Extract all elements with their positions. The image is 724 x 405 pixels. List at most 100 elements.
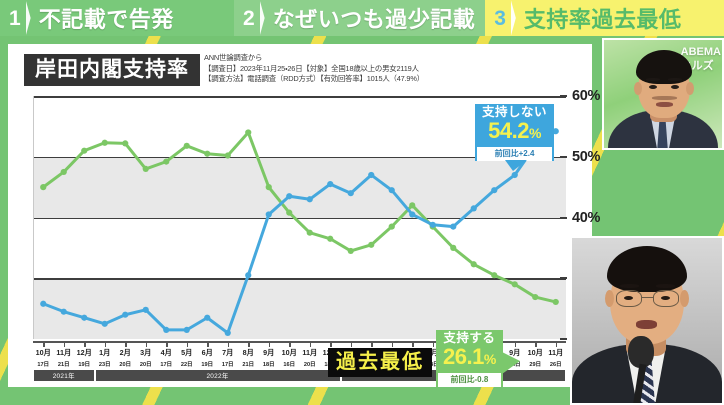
data-point [40, 184, 47, 191]
x-axis-label: 5月 22日 [180, 348, 193, 368]
video-inset-frame [570, 236, 724, 405]
chart-gridline [33, 278, 566, 280]
data-point [204, 150, 211, 157]
callout-support-box: 支持する 26.1% 前回比-0.8 [436, 330, 503, 387]
data-point [142, 306, 149, 313]
chart-panel: 岸田内閣支持率 ANN世論調査から 【調査日】2023年11月25・26日【対象… [8, 44, 600, 387]
status-badge-record-low: 過去最低 [328, 348, 432, 377]
data-point [265, 211, 272, 218]
year-band: 2021年 [34, 370, 94, 381]
y-axis-tick [560, 338, 567, 340]
data-point [306, 196, 313, 203]
topic-item-1[interactable]: 1 不記載で告発 [0, 0, 234, 36]
survey-metadata: ANN世論調査から 【調査日】2023年11月25・26日【対象】全国18歳以上… [204, 53, 534, 85]
data-point [101, 320, 108, 327]
y-axis-tick [560, 216, 567, 219]
data-point [60, 168, 67, 176]
chart-gridline [33, 96, 566, 98]
callout-oppose-pointer [505, 159, 527, 171]
topic-number: 2 [243, 6, 255, 30]
data-point [450, 223, 457, 230]
data-point [183, 142, 190, 149]
x-axis-label: 10月 29日 [527, 348, 543, 368]
data-point [163, 326, 170, 333]
data-point [122, 311, 129, 318]
data-point [511, 171, 518, 179]
data-point [142, 165, 149, 172]
survey-meta-line-2: 【調査日】2023年11月25・26日【対象】全国18歳以上の男女2119人 [204, 63, 419, 73]
x-axis-tick [371, 342, 373, 347]
video-inset-kishida[interactable] [570, 236, 724, 405]
y-axis-tick [560, 155, 567, 158]
callout-support-label: 支持する [443, 331, 496, 345]
callout-support: 支持する 26.1% 前回比-0.8 [436, 330, 520, 387]
chevron-right-icon [25, 0, 31, 36]
x-axis-tick [43, 342, 45, 347]
x-axis-label: 1月 23日 [98, 348, 111, 368]
x-axis-tick [350, 342, 353, 347]
topic-number: 1 [9, 6, 21, 30]
video-inset-commentator[interactable]: ABEMA ヒルズ [602, 38, 724, 150]
topic-label: 不記載で告発 [38, 7, 174, 32]
callout-oppose-value: 54.2% [488, 117, 541, 143]
data-point [368, 241, 375, 248]
x-axis-label: 11月 26日 [548, 348, 564, 368]
data-point [552, 128, 559, 135]
data-point [429, 221, 436, 228]
x-axis-label: 12月 19日 [76, 348, 92, 368]
chart-plot-area [33, 96, 566, 339]
data-point [552, 298, 559, 306]
data-point [388, 187, 395, 194]
x-axis-label: 5月 14日 [426, 348, 439, 368]
chart-band [33, 156, 566, 218]
x-axis-tick [309, 342, 312, 347]
video-inset-frame [602, 38, 724, 150]
y-axis-label: 60% [572, 88, 601, 104]
callout-oppose-delta: 前回比+2.4 [477, 146, 553, 161]
x-axis-tick [227, 342, 230, 347]
chart-gridline [33, 217, 566, 219]
x-axis-tick [330, 342, 332, 347]
data-point [491, 272, 498, 279]
data-point [409, 211, 416, 218]
callout-oppose-box: 支持しない 54.2% 前回比+2.4 [475, 104, 555, 161]
data-point [470, 205, 477, 212]
y-axis-tick [560, 95, 567, 97]
data-point [183, 326, 190, 333]
x-axis-tick [391, 342, 394, 347]
data-point [450, 244, 457, 251]
x-axis-tick [125, 342, 127, 347]
data-point [327, 180, 334, 188]
data-point [224, 329, 231, 337]
callout-support-body: 支持する 26.1% [436, 330, 503, 371]
x-axis-label: 6月 19日 [201, 348, 214, 368]
data-point [491, 187, 498, 194]
data-point [368, 171, 375, 179]
x-axis-label: 11月 20日 [302, 348, 318, 368]
callout-support-pointer [501, 352, 520, 374]
data-point [347, 190, 354, 197]
data-point [122, 140, 129, 147]
page-title: 岸田内閣支持率 [24, 54, 200, 86]
data-point [470, 261, 477, 268]
data-point [327, 235, 334, 242]
x-axis-tick [166, 342, 168, 347]
x-axis-tick [514, 342, 517, 347]
topic-item-3-active[interactable]: 3 支持率過去最低 [485, 0, 724, 36]
y-axis-tick [560, 277, 567, 280]
topic-label: なぜいつも過少記載 [272, 7, 476, 32]
chart-series-lines [40, 128, 559, 337]
x-axis-label: 7月 17日 [221, 348, 234, 368]
data-point [245, 129, 252, 136]
year-band: 2022年 [95, 370, 340, 381]
topic-item-2[interactable]: 2 なぜいつも過少記載 [234, 0, 486, 36]
chart-band [33, 278, 566, 339]
x-axis-tick [145, 342, 148, 347]
data-point [347, 247, 354, 255]
series-line-支持しない [41, 129, 558, 335]
chevron-right-icon [259, 0, 265, 36]
x-axis-label: 11月 21日 [56, 348, 72, 368]
x-axis-tick [289, 342, 291, 347]
x-axis-tick [207, 342, 209, 347]
data-point [388, 223, 395, 230]
